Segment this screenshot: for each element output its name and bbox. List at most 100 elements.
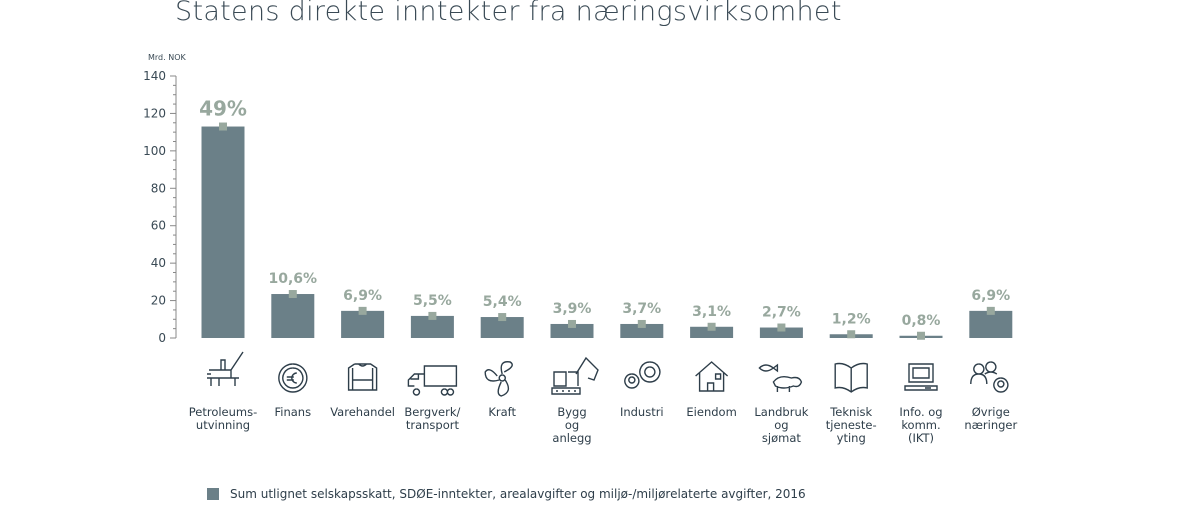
category-label-line: Petroleums- [189, 405, 258, 419]
category-label: Petroleums-utvinning [189, 405, 258, 432]
category-label-line: Øvrige [972, 405, 1010, 419]
icon-path [278, 363, 308, 393]
bar-marker [986, 306, 995, 315]
data-label: 1,2% [832, 311, 871, 327]
category-label: Bergverk/transport [404, 405, 460, 432]
category-label-line: Finans [275, 405, 312, 419]
icon-path [347, 363, 378, 391]
fan-icon [484, 361, 513, 397]
bar [271, 294, 315, 338]
bar-marker [568, 319, 576, 328]
icon-path [407, 365, 458, 396]
category-label: Industri [620, 405, 664, 419]
category-label-line: tjeneste- [826, 418, 877, 432]
chart-title: Statens direkte inntekter fra næringsvir… [175, 0, 842, 27]
category-label: Teknisk tjeneste-yting [826, 405, 877, 445]
oil-platform-icon [207, 351, 244, 386]
bar-marker [498, 313, 507, 322]
bar [759, 327, 803, 338]
category-label-line: transport [406, 418, 460, 432]
computer-icon [904, 363, 938, 391]
bar [620, 323, 664, 338]
category-label-line: Varehandel [330, 405, 395, 419]
coin-euro-icon [278, 363, 308, 393]
category-label-line: Landbruk [754, 405, 808, 419]
data-label: 0,8% [902, 313, 941, 329]
bar [690, 326, 734, 338]
data-label: 5,5% [413, 293, 452, 309]
data-label: 10,6% [269, 271, 318, 287]
bar-marker [637, 319, 646, 328]
y-tick-label: 20 [151, 294, 166, 308]
icon-path [484, 361, 513, 397]
data-label: 5,4% [483, 294, 522, 310]
icon-path [904, 363, 938, 391]
category-label: Øvrige næringer [964, 405, 1017, 432]
legend-label: Sum utlignet selskapsskatt, SDØE-inntekt… [230, 487, 806, 501]
data-label: 3,9% [553, 301, 592, 317]
icon-path [695, 361, 729, 392]
category-label: Info. og komm. (IKT) [899, 405, 942, 445]
bar [410, 315, 454, 338]
legend-swatch [207, 488, 219, 500]
data-label: 49% [199, 97, 247, 121]
category-label-line: næringer [964, 418, 1017, 432]
gears-icon [624, 361, 661, 389]
truck-icon [407, 365, 458, 396]
y-tick-label: 100 [143, 144, 166, 158]
bar-marker [288, 290, 297, 299]
bar [341, 310, 385, 338]
icon-path [624, 361, 661, 389]
bar [480, 317, 524, 338]
y-tick-label: 80 [151, 181, 166, 195]
icon-path [551, 356, 599, 395]
sweater-icon [347, 363, 378, 391]
bar-marker [847, 330, 856, 339]
excavator-icon [551, 356, 599, 395]
category-label: Finans [275, 405, 312, 419]
bar-marker [219, 122, 227, 131]
category-label-line: Info. og [899, 405, 942, 419]
category-label-line: sjømat [762, 431, 801, 445]
y-tick-label: 0 [158, 331, 166, 345]
category-label: Kraft [488, 405, 516, 419]
y-tick-label: 40 [151, 256, 166, 270]
y-tick-label: 120 [143, 106, 166, 120]
data-label: 3,7% [622, 301, 661, 317]
icon-path [970, 361, 1009, 393]
people-gear-icon [970, 361, 1009, 393]
category-label: Eiendom [686, 405, 736, 419]
bar-marker [428, 311, 437, 320]
icon-path [834, 362, 868, 393]
bar [969, 310, 1013, 338]
icon-path [758, 363, 803, 392]
bar-marker [707, 322, 716, 331]
category-label-line: og [565, 418, 579, 432]
category-label: Bygg og anlegg [552, 405, 591, 445]
fish-sheep-icon [758, 363, 803, 392]
legend: Sum utlignet selskapsskatt, SDØE-inntekt… [207, 487, 806, 501]
bar-marker [777, 323, 786, 332]
category-label-line: Teknisk [829, 405, 872, 419]
category-label-line: Bygg [557, 405, 586, 419]
bar-marker [358, 306, 367, 315]
category-label: Varehandel [330, 405, 395, 419]
bar [550, 323, 594, 338]
category-label-line: utvinning [196, 418, 250, 432]
bar [201, 126, 245, 339]
data-label: 6,9% [971, 288, 1010, 304]
category-label-line: anlegg [552, 431, 591, 445]
category-label-line: Industri [620, 405, 664, 419]
y-axis-label: Mrd. NOK [148, 53, 186, 62]
y-tick-label: 140 [143, 69, 166, 83]
category-label-line: komm. [901, 418, 940, 432]
category-label-line: yting [837, 431, 866, 445]
data-label: 2,7% [762, 305, 801, 321]
bar-marker [917, 331, 925, 340]
book-icon [834, 362, 868, 393]
house-icon [695, 361, 729, 392]
category-label-line: Bergverk/ [404, 405, 460, 419]
category-label: Landbruk og sjømat [754, 405, 808, 445]
